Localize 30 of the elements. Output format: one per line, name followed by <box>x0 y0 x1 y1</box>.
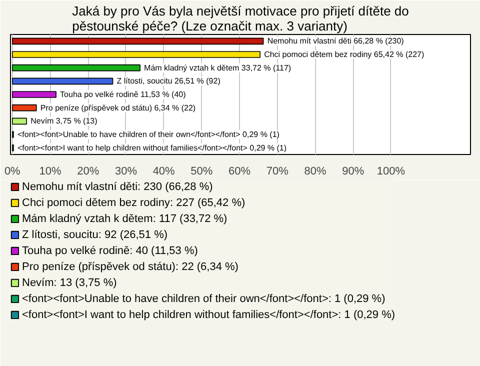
legend-label: Nemohu mít vlastní děti: 230 (66,28 %) <box>22 180 213 193</box>
x-tick-label: 80% <box>304 166 326 178</box>
data-label: Nevím 3,75 % (13) <box>30 116 98 126</box>
x-tick-label: 70% <box>266 166 289 178</box>
x-tick-label: 10% <box>39 166 62 178</box>
legend-label: <font><font>Unable to have children of their own</font></font>: 1 (0,29 %) <box>22 292 386 305</box>
legend-label: Touha po velké rodině: 40 (11,53 %) <box>22 244 198 257</box>
data-label: Nemohu mít vlastní děti 66,28 % (230) <box>267 36 404 46</box>
x-tick-label: 100% <box>376 166 406 178</box>
data-label: Touha po velké rodině 11,53 % (40) <box>60 90 186 99</box>
legend-label: Mám kladný vztah k dětem: 117 (33,72 %) <box>22 212 228 225</box>
x-tick-label: 40% <box>152 166 176 178</box>
legend-label: Pro peníze (příspěvek od státu): 22 (6,34 %) <box>22 260 238 273</box>
legend-label: <font><font>I want to help children without families</font></font>: 1 (0,29 %) <box>22 308 396 321</box>
data-label: Z lítosti, soucitu 26,51 % (92) <box>116 76 221 86</box>
legend-label: Chci pomoci dětem bez rodiny: 227 (65,42 %) <box>22 196 246 209</box>
data-label: Chci pomoci dětem bez rodiny 65,42 % (227) <box>264 50 424 59</box>
x-tick-label: 90% <box>342 166 364 178</box>
chart-title: Jaká by pro Vás byla největší motivace pro přijetí dítěte do pěstounské péče? (Lze označit max. 3 varianty) <box>72 4 409 34</box>
data-label: Mám kladný vztah k dětem 33,72 % (117) <box>144 63 292 72</box>
x-tick-label: 0% <box>4 166 21 178</box>
legend-label: Nevím: 13 (3,75 %) <box>22 276 117 289</box>
legend-label: Z lítosti, soucitu: 92 (26,51 %) <box>22 228 168 241</box>
data-label: <font><font>I want to help children without families</font></font> 0,29 % (1) <box>17 143 287 152</box>
data-label: <font><font>Unable to have children of their own</font></font> 0,29 % (1) <box>17 130 280 139</box>
x-tick-label: 20% <box>77 166 100 178</box>
x-tick-label: 30% <box>114 166 138 178</box>
x-tick-label: 60% <box>228 166 251 178</box>
data-label: Pro peníze (příspěvek od státu) 6,34 % (22) <box>40 103 196 112</box>
x-tick-label: 50% <box>190 166 213 178</box>
